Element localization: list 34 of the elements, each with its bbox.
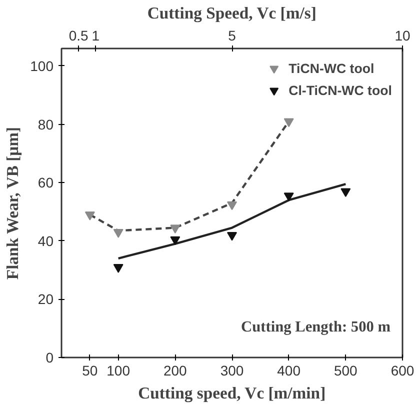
legend-label: Cl-TiCN-WC tool <box>288 82 392 98</box>
y-tick-label: 100 <box>30 58 54 74</box>
x-tick-label: 100 <box>106 362 130 378</box>
x-tick-label: 200 <box>163 362 188 378</box>
x2-tick-label: 1 <box>92 28 100 44</box>
y-tick-label: 0 <box>46 350 54 366</box>
x-tick-label: 300 <box>220 362 244 378</box>
point <box>84 212 95 220</box>
annotation: Cutting Length: 500 m <box>241 318 391 336</box>
y-tick-label: 80 <box>38 116 54 132</box>
x2-axis-title: Cutting Speed, Vc [m/s] <box>147 4 316 22</box>
y-tick-label: 20 <box>38 291 54 308</box>
x2-tick-label: 0.5 <box>68 28 88 44</box>
x2-tick-label: 10 <box>394 28 410 44</box>
point <box>170 236 180 246</box>
x-tick-label: 500 <box>334 362 358 378</box>
point <box>284 192 294 202</box>
x-axis-title: Cutting speed, Vc [m/min] <box>138 384 326 402</box>
y-tick-label: 40 <box>38 232 54 249</box>
legend-label: TiCN-WC tool <box>288 60 374 76</box>
point <box>284 118 294 128</box>
point <box>170 224 180 234</box>
point <box>113 264 124 273</box>
x-tick-label: 400 <box>277 362 301 378</box>
y-tick-label: 60 <box>38 174 54 191</box>
x-tick-label: 50 <box>82 362 98 378</box>
x-tick-label: 600 <box>390 362 414 378</box>
x2-tick-label: 5 <box>228 28 236 44</box>
point <box>340 188 351 198</box>
point <box>227 232 237 241</box>
y-axis-title: Flank Wear, VB [μm] <box>3 127 22 280</box>
line-series <box>117 182 347 260</box>
point <box>113 229 124 238</box>
point <box>227 201 237 210</box>
